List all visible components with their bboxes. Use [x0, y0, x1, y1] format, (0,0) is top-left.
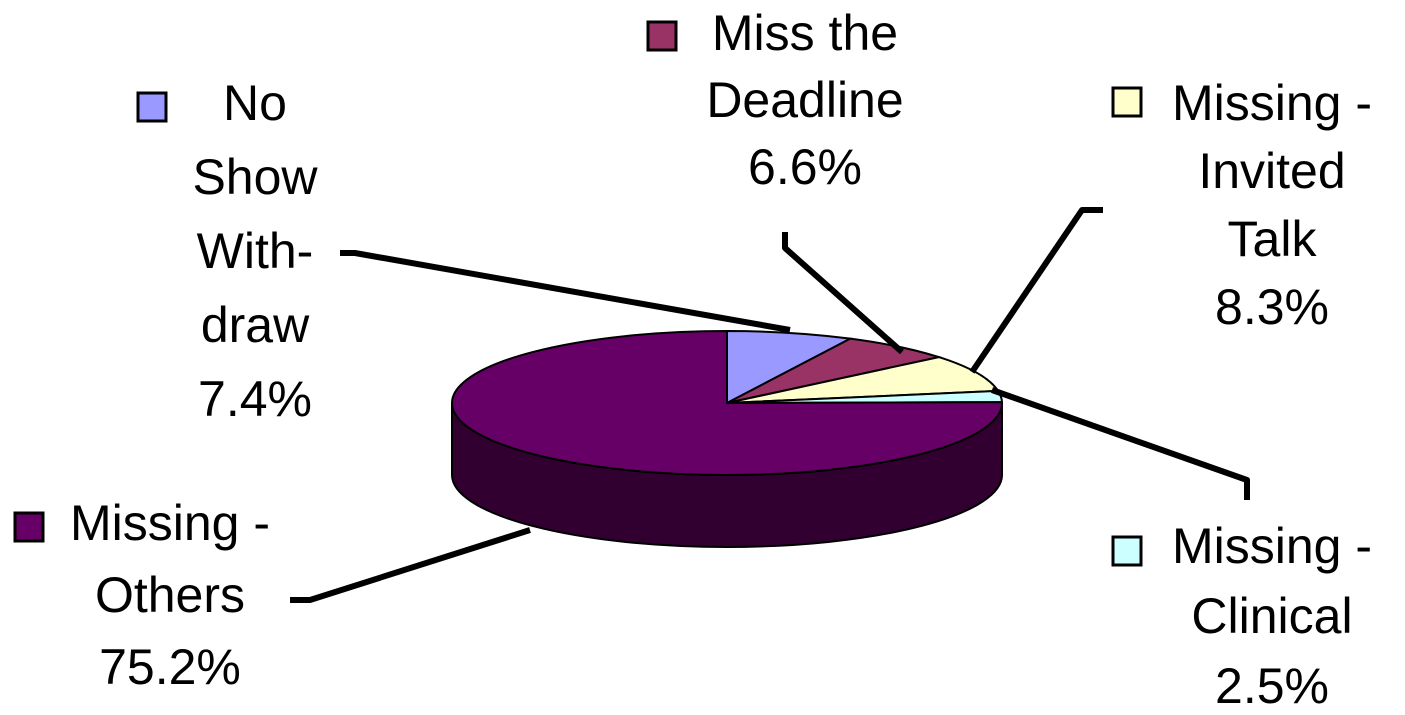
- slice-value-missing-clinical: 2.5%: [1215, 658, 1329, 714]
- legend-swatch-no-show-with-draw: [136, 91, 168, 123]
- slice-label-miss-the-deadline: Miss the Deadline 6.6%: [706, 5, 903, 195]
- legend-swatch-missing-clinical: [1111, 535, 1143, 567]
- leader-line-no-show-with-draw: [340, 250, 791, 333]
- legend-swatch-missing-others: [13, 511, 45, 543]
- slice-value-missing-others: 75.2%: [99, 639, 241, 695]
- slice-value-miss-the-deadline: 6.6%: [748, 139, 862, 195]
- slice-label-missing-clinical: Missing - Clinical 2.5%: [1172, 518, 1372, 714]
- slice-no-show-with-draw: [726, 329, 854, 405]
- leader-line-miss-the-deadline: [782, 232, 904, 355]
- slice-name-line-missing-others: Others: [95, 567, 245, 623]
- leader-lines: [290, 207, 1250, 603]
- slice-missing-others: [451, 329, 1003, 476]
- slice-name-line-no-show-with-draw: draw: [201, 297, 310, 353]
- slice-name-line-no-show-with-draw: No: [223, 75, 287, 131]
- leader-line-missing-clinical: [991, 387, 1250, 500]
- slice-name-line-missing-clinical: Clinical: [1191, 588, 1352, 644]
- legend-swatch-missing-invited-talk: [1111, 86, 1143, 118]
- slice-label-missing-others: Missing - Others 75.2%: [70, 495, 270, 695]
- slice-value-no-show-with-draw: 7.4%: [198, 371, 312, 427]
- legend-swatch-miss-the-deadline: [646, 20, 678, 52]
- slice-name-line-missing-clinical: Missing -: [1172, 518, 1372, 574]
- pie-top-layer: [451, 329, 1004, 476]
- slice-value-missing-invited-talk: 8.3%: [1215, 279, 1329, 335]
- slice-label-no-show-with-draw: No Show With-draw 7.4%: [192, 75, 318, 427]
- slice-label-missing-invited-talk: Missing - Invited Talk 8.3%: [1172, 75, 1372, 335]
- slice-name-line-miss-the-deadline: Miss the: [712, 5, 898, 61]
- slice-name-line-no-show-with-draw: With-: [197, 223, 314, 279]
- slice-name-line-missing-others: Missing -: [70, 495, 270, 551]
- slice-name-line-no-show-with-draw: Show: [192, 149, 318, 205]
- slice-name-line-missing-invited-talk: Talk: [1228, 211, 1318, 267]
- slice-name-line-missing-invited-talk: Invited: [1198, 143, 1345, 199]
- leader-line-missing-others: [290, 527, 531, 603]
- leader-line-missing-invited-talk: [969, 207, 1103, 374]
- slice-labels: No Show With-draw 7.4%Miss the Deadline 6.6%M…: [13, 5, 1372, 714]
- slice-name-line-miss-the-deadline: Deadline: [706, 72, 903, 128]
- slice-name-line-missing-invited-talk: Missing -: [1172, 75, 1372, 131]
